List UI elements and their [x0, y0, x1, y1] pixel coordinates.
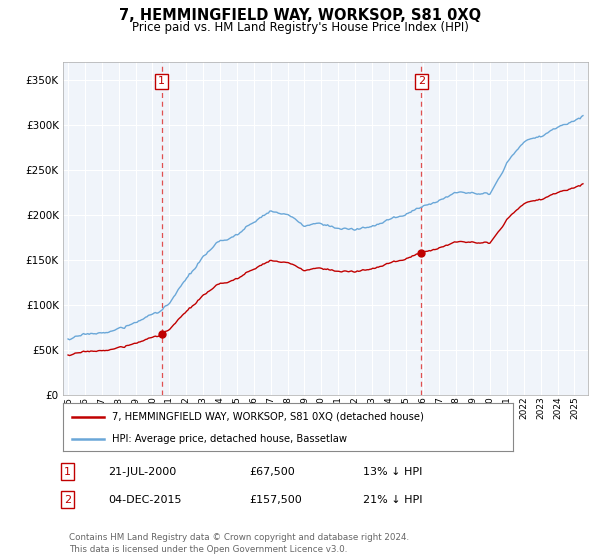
Text: 04-DEC-2015: 04-DEC-2015: [108, 494, 182, 505]
Text: 1: 1: [64, 466, 71, 477]
Text: 21-JUL-2000: 21-JUL-2000: [108, 466, 176, 477]
Text: Contains HM Land Registry data © Crown copyright and database right 2024.
This d: Contains HM Land Registry data © Crown c…: [69, 533, 409, 554]
Text: 13% ↓ HPI: 13% ↓ HPI: [363, 466, 422, 477]
Text: £157,500: £157,500: [249, 494, 302, 505]
Text: Price paid vs. HM Land Registry's House Price Index (HPI): Price paid vs. HM Land Registry's House …: [131, 21, 469, 34]
Text: 2: 2: [418, 76, 425, 86]
Text: HPI: Average price, detached house, Bassetlaw: HPI: Average price, detached house, Bass…: [113, 434, 347, 444]
Text: 21% ↓ HPI: 21% ↓ HPI: [363, 494, 422, 505]
Text: 7, HEMMINGFIELD WAY, WORKSOP, S81 0XQ: 7, HEMMINGFIELD WAY, WORKSOP, S81 0XQ: [119, 8, 481, 24]
Text: 2: 2: [64, 494, 71, 505]
Text: £67,500: £67,500: [249, 466, 295, 477]
Text: 1: 1: [158, 76, 165, 86]
Text: 7, HEMMINGFIELD WAY, WORKSOP, S81 0XQ (detached house): 7, HEMMINGFIELD WAY, WORKSOP, S81 0XQ (d…: [113, 412, 424, 422]
